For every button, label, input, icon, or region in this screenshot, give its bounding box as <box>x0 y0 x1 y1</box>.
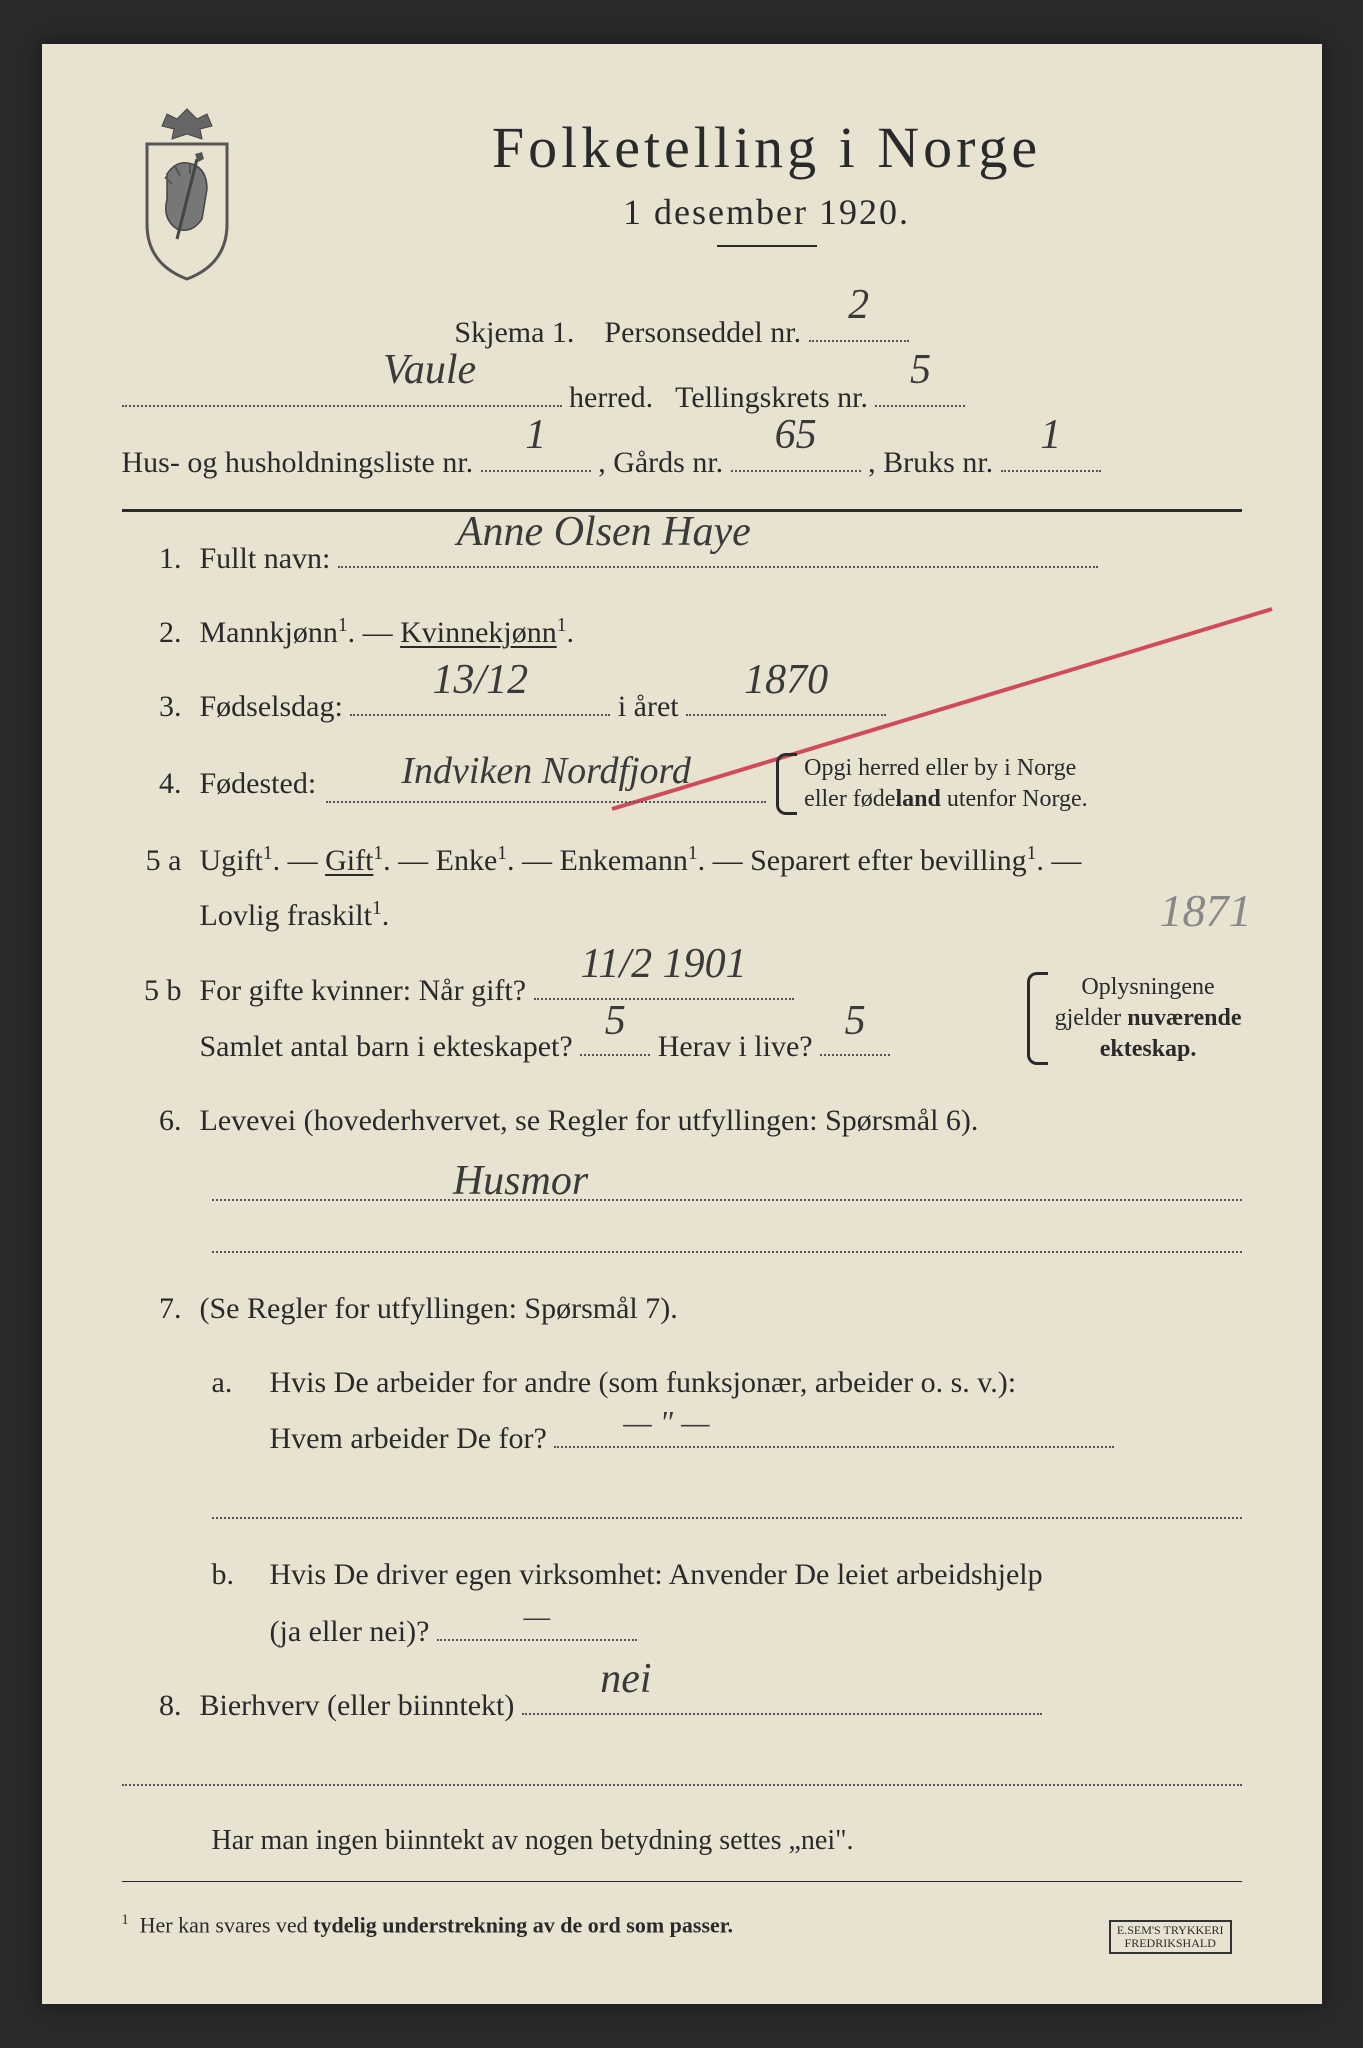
q5a-ugift: Ugift <box>200 844 263 877</box>
footer-hint: Har man ingen biinntekt av nogen betydni… <box>212 1814 1242 1867</box>
q5b-note-l1: Oplysningene <box>1081 974 1214 1000</box>
q8-row: 8. Bierhverv (eller biinntekt) nei <box>122 1677 1242 1734</box>
pencil-year-note: 1871 <box>1160 884 1252 937</box>
q1-value: Anne Olsen Haye <box>457 494 751 572</box>
q6-answer-line: Husmor <box>212 1176 1242 1200</box>
skjema-line: Skjema 1. Personseddel nr. 2 <box>122 304 1242 361</box>
q5b-note: Oplysningene gjelder nuværende ekteskap. <box>1027 972 1242 1066</box>
husliste-nr: 1 <box>525 396 546 476</box>
q5a-num: 5 a <box>122 844 182 878</box>
coat-of-arms-icon <box>122 104 252 284</box>
title-rule <box>717 245 817 247</box>
q3-mid: i året <box>618 690 679 723</box>
q1-num: 1. <box>122 542 182 576</box>
q6-num: 6. <box>122 1104 182 1138</box>
footnote: 1 Her kan svares ved tydelig understrekn… <box>122 1912 1242 1938</box>
q7-label: (Se Regler for utfyllingen: Spørsmål 7). <box>200 1281 1242 1337</box>
footnote-text: Her kan svares ved <box>140 1912 314 1937</box>
q5b-l2-value2: 5 <box>845 983 866 1061</box>
q6-row: 6. Levevei (hovederhvervet, se Regler fo… <box>122 1093 1242 1149</box>
q7a-blank-line <box>212 1495 1242 1519</box>
q4-note-l2: eller føde <box>804 786 895 812</box>
q7-num: 7. <box>122 1292 182 1326</box>
q4-row: 4. Fødested: Indviken Nordfjord Opgi her… <box>122 753 1242 815</box>
q7b-row: b. Hvis De driver egen virksomhet: Anven… <box>212 1547 1242 1659</box>
printer-mark: E.SEM'S TRYKKERI FREDRIKSHALD <box>1109 1920 1232 1954</box>
bruks-nr: 1 <box>1040 396 1061 476</box>
q4-num: 4. <box>122 767 182 801</box>
q7b-value: — <box>524 1589 551 1645</box>
footnote-bold: tydelig understrekning av de ord som pas… <box>313 1912 733 1937</box>
q8-label: Bierhverv (eller biinntekt) <box>200 1689 515 1722</box>
q2-dash: — <box>363 616 401 649</box>
q7b-l1: Hvis De driver egen virksomhet: Anvender… <box>270 1558 1043 1591</box>
q5a-fraskilt: Lovlig fraskilt <box>200 899 372 932</box>
gards-nr: 65 <box>775 396 817 476</box>
q6-value: Husmor <box>453 1157 588 1205</box>
q2-num: 2. <box>122 616 182 650</box>
q7-row: 7. (Se Regler for utfyllingen: Spørsmål … <box>122 1281 1242 1337</box>
q5b-l2-mid: Herav i live? <box>658 1030 813 1063</box>
q1-row: 1. Fullt navn: Anne Olsen Haye <box>122 530 1242 587</box>
q5a-enkemann: Enkemann <box>560 844 688 877</box>
q7a-l2: Hvem arbeider De for? <box>270 1422 547 1455</box>
q4-note-l1: Opgi herred eller by i Norge <box>804 755 1076 781</box>
census-form-page: Folketelling i Norge 1 desember 1920. Sk… <box>42 44 1322 2004</box>
q7a-row: a. Hvis De arbeider for andre (som funks… <box>212 1355 1242 1467</box>
header: Folketelling i Norge 1 desember 1920. <box>122 104 1242 284</box>
personseddel-nr: 2 <box>848 266 869 346</box>
gards-label: , Gårds nr. <box>598 446 723 479</box>
printer-l1: E.SEM'S TRYKKERI <box>1117 1924 1224 1937</box>
q5b-note-l2: gjelder <box>1055 1005 1128 1031</box>
printer-l2: FREDRIKSHALD <box>1117 1937 1224 1950</box>
q8-blank-line <box>122 1762 1242 1786</box>
q5b-l2-value: 5 <box>605 983 626 1061</box>
title-block: Folketelling i Norge 1 desember 1920. <box>292 104 1242 247</box>
q2-mann: Mannkjønn <box>200 616 338 649</box>
q5a-gift: Gift <box>325 844 373 877</box>
q3-num: 3. <box>122 690 182 724</box>
tellingskrets-nr: 5 <box>910 331 931 411</box>
q3-year: 1870 <box>744 642 828 720</box>
q3-day: 13/12 <box>433 642 529 720</box>
q8-num: 8. <box>122 1689 182 1723</box>
q4-note-l3: utenfor Norge. <box>941 786 1088 812</box>
footnote-num: 1 <box>122 1912 129 1928</box>
husliste-line: Hus- og husholdningsliste nr. 1 , Gårds … <box>122 434 1242 491</box>
q8-value: nei <box>600 1641 651 1719</box>
footer-divider <box>122 1881 1242 1882</box>
q2-row: 2. Mannkjønn1. — Kvinnekjønn1. <box>122 605 1242 661</box>
herred-label: herred. <box>569 381 653 414</box>
q4-value: Indviken Nordfjord <box>401 736 691 806</box>
q5b-l1-label: For gifte kvinner: Når gift? <box>200 974 527 1007</box>
q5b-note-l2b: nuværende <box>1127 1005 1241 1031</box>
personseddel-label: Personseddel nr. <box>604 316 801 349</box>
tellingskrets-label: Tellingskrets nr. <box>675 381 868 414</box>
herred-value: Vaule <box>383 331 476 411</box>
q5b-row: 5 b For gifte kvinner: Når gift? 11/2 19… <box>122 962 1242 1075</box>
q7b-num: b. <box>212 1558 252 1592</box>
husliste-label: Hus- og husholdningsliste nr. <box>122 446 474 479</box>
q7a-num: a. <box>212 1366 252 1400</box>
q4-label: Fødested: <box>200 756 317 812</box>
q3-label: Fødselsdag: <box>200 690 343 723</box>
q5a-enke: Enke <box>436 844 498 877</box>
census-date: 1 desember 1920. <box>292 191 1242 233</box>
q3-row: 3. Fødselsdag: 13/12 i året 1870 <box>122 678 1242 735</box>
q1-label: Fullt navn: <box>200 542 331 575</box>
q4-note: Opgi herred eller by i Norge eller fødel… <box>776 753 1088 815</box>
main-title: Folketelling i Norge <box>292 114 1242 181</box>
q5b-num: 5 b <box>122 974 182 1008</box>
q7a-value: — " — <box>623 1393 709 1452</box>
bruks-label: , Bruks nr. <box>868 446 993 479</box>
herred-line: Vaule herred. Tellingskrets nr. 5 <box>122 369 1242 426</box>
q5b-note-l3: ekteskap. <box>1100 1036 1197 1062</box>
q6-blank-line <box>212 1229 1242 1253</box>
q5a-separert: Separert efter bevilling <box>750 844 1027 877</box>
q7b-l2: (ja eller nei)? <box>270 1615 430 1648</box>
q5b-l2-label: Samlet antal barn i ekteskapet? <box>200 1030 573 1063</box>
q4-note-l2b: land <box>895 786 940 812</box>
q6-label: Levevei (hovederhvervet, se Regler for u… <box>200 1093 1242 1149</box>
